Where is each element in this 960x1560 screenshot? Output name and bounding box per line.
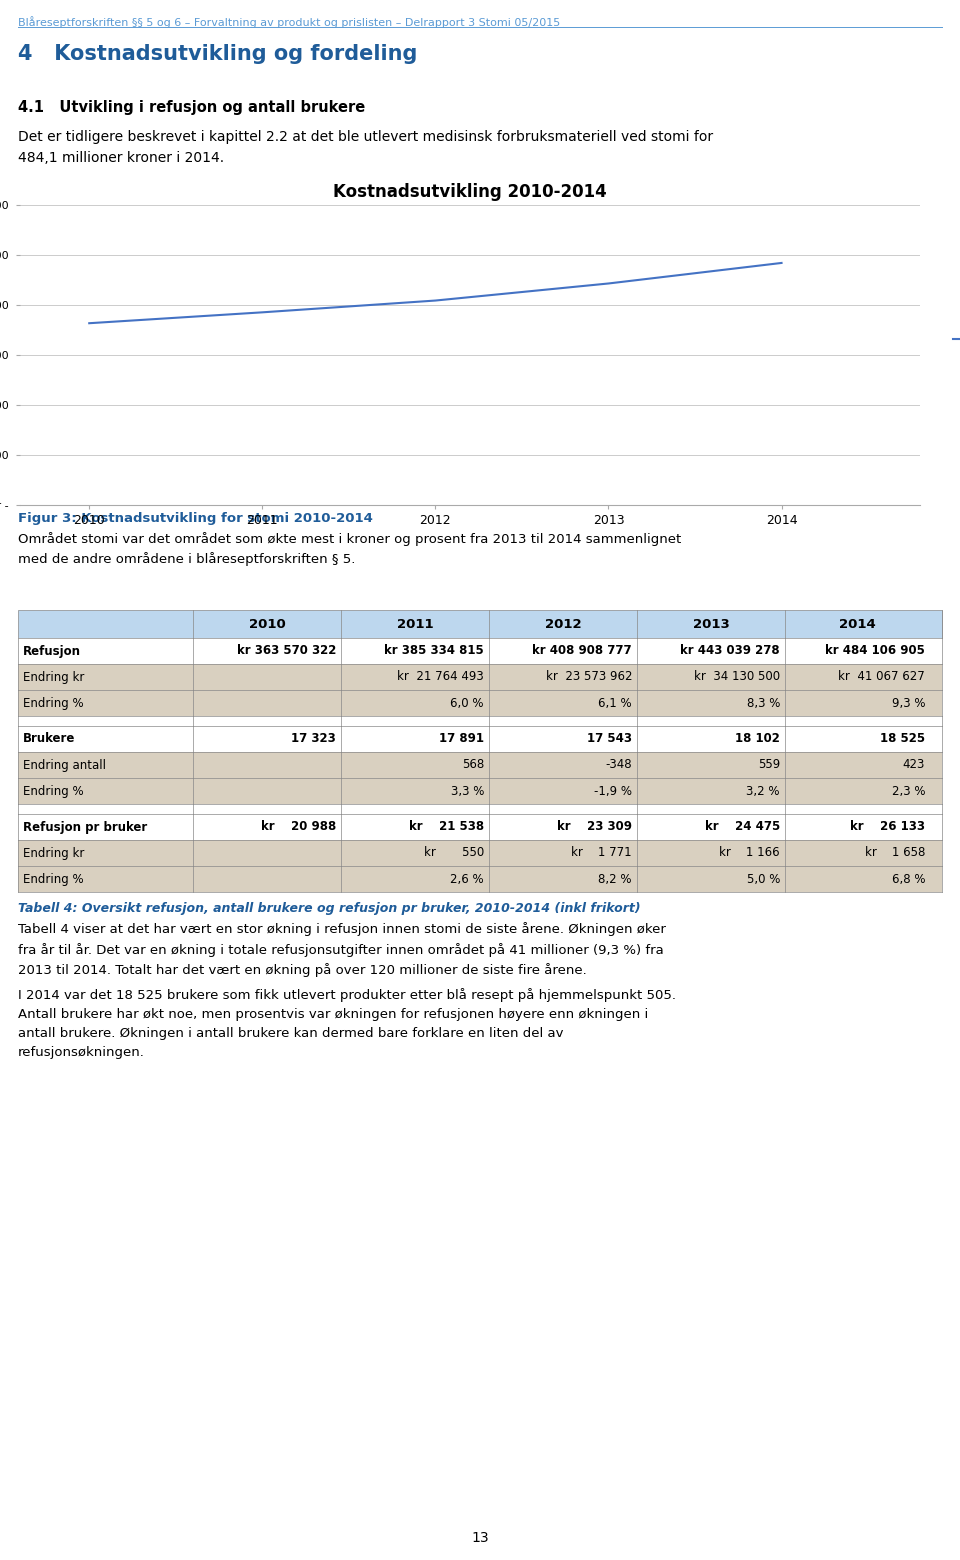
Text: 6,0 %: 6,0 % xyxy=(450,696,484,710)
Bar xyxy=(18,638,942,665)
Text: kr       550: kr 550 xyxy=(423,847,484,860)
Text: 568: 568 xyxy=(462,758,484,772)
Text: I 2014 var det 18 525 brukere som fikk utlevert produkter etter blå resept på hj: I 2014 var det 18 525 brukere som fikk u… xyxy=(18,987,676,1059)
Text: kr 408 908 777: kr 408 908 777 xyxy=(533,644,632,657)
Text: Refusjon: Refusjon xyxy=(23,644,81,657)
Text: 6,1 %: 6,1 % xyxy=(598,696,632,710)
Text: 2,3 %: 2,3 % xyxy=(892,785,925,797)
Text: 2,6 %: 2,6 % xyxy=(450,872,484,886)
Text: 423: 423 xyxy=(902,758,925,772)
Text: 559: 559 xyxy=(757,758,780,772)
Text: kr  34 130 500: kr 34 130 500 xyxy=(694,671,780,683)
Text: kr  41 067 627: kr 41 067 627 xyxy=(838,671,925,683)
Stomi xyxy=(430,292,442,310)
Text: kr    1 166: kr 1 166 xyxy=(719,847,780,860)
Text: Endring %: Endring % xyxy=(23,696,84,710)
Bar xyxy=(18,716,942,725)
Text: Endring kr: Endring kr xyxy=(23,847,84,860)
Text: 6,8 %: 6,8 % xyxy=(892,872,925,886)
Text: kr  21 764 493: kr 21 764 493 xyxy=(397,671,484,683)
Text: kr    24 475: kr 24 475 xyxy=(705,821,780,833)
Bar xyxy=(18,814,942,839)
Text: kr    1 658: kr 1 658 xyxy=(865,847,925,860)
Text: kr  23 573 962: kr 23 573 962 xyxy=(545,671,632,683)
Text: 2014: 2014 xyxy=(839,618,876,630)
Text: Området stomi var det området som økte mest i kroner og prosent fra 2013 til 201: Området stomi var det området som økte m… xyxy=(18,532,682,566)
Bar xyxy=(18,778,942,803)
Stomi xyxy=(776,254,787,273)
Text: Tabell 4 viser at det har vært en stor økning i refusjon innen stomi de siste år: Tabell 4 viser at det har vært en stor ø… xyxy=(18,922,666,977)
Bar xyxy=(18,866,942,892)
Text: Figur 3: Kostnadsutvikling for stomi 2010-2014: Figur 3: Kostnadsutvikling for stomi 201… xyxy=(18,512,372,526)
Text: Blåreseptforskriften §§ 5 og 6 – Forvaltning av produkt og prislisten – Delrappo: Blåreseptforskriften §§ 5 og 6 – Forvalt… xyxy=(18,16,561,28)
Text: Endring kr: Endring kr xyxy=(23,671,84,683)
Text: 4.1   Utvikling i refusjon og antall brukere: 4.1 Utvikling i refusjon og antall bruke… xyxy=(18,100,365,115)
Text: Brukere: Brukere xyxy=(23,733,76,746)
Text: Endring antall: Endring antall xyxy=(23,758,106,772)
Text: 5,0 %: 5,0 % xyxy=(747,872,780,886)
Bar xyxy=(18,690,942,716)
Text: 18 525: 18 525 xyxy=(880,733,925,746)
Text: 3,2 %: 3,2 % xyxy=(747,785,780,797)
Text: kr 363 570 322: kr 363 570 322 xyxy=(236,644,336,657)
Text: kr    26 133: kr 26 133 xyxy=(850,821,925,833)
Text: 17 323: 17 323 xyxy=(291,733,336,746)
Stomi xyxy=(84,314,95,332)
Text: 3,3 %: 3,3 % xyxy=(450,785,484,797)
Text: 13: 13 xyxy=(471,1530,489,1544)
Title: Kostnadsutvikling 2010-2014: Kostnadsutvikling 2010-2014 xyxy=(333,183,607,201)
Text: -348: -348 xyxy=(606,758,632,772)
Text: 4   Kostnadsutvikling og fordeling: 4 Kostnadsutvikling og fordeling xyxy=(18,44,418,64)
Text: Tabell 4: Oversikt refusjon, antall brukere og refusjon pr bruker, 2010-2014 (in: Tabell 4: Oversikt refusjon, antall bruk… xyxy=(18,902,640,916)
Stomi xyxy=(603,275,614,293)
Text: Endring %: Endring % xyxy=(23,785,84,797)
Bar xyxy=(18,725,942,752)
Legend: Stomi: Stomi xyxy=(948,329,960,351)
Text: 2013: 2013 xyxy=(692,618,730,630)
Text: 2010: 2010 xyxy=(249,618,285,630)
Text: -1,9 %: -1,9 % xyxy=(594,785,632,797)
Text: 8,2 %: 8,2 % xyxy=(598,872,632,886)
Text: 9,3 %: 9,3 % xyxy=(892,696,925,710)
Text: Refusjon pr bruker: Refusjon pr bruker xyxy=(23,821,147,833)
Bar xyxy=(18,610,942,638)
Stomi xyxy=(256,303,268,321)
Text: kr 443 039 278: kr 443 039 278 xyxy=(681,644,780,657)
Text: 8,3 %: 8,3 % xyxy=(747,696,780,710)
Bar xyxy=(18,752,942,778)
Text: kr 484 106 905: kr 484 106 905 xyxy=(826,644,925,657)
Text: Endring %: Endring % xyxy=(23,872,84,886)
Bar xyxy=(18,803,942,814)
Text: kr    20 988: kr 20 988 xyxy=(261,821,336,833)
Bar xyxy=(18,839,942,866)
Text: 17 891: 17 891 xyxy=(439,733,484,746)
Text: 2011: 2011 xyxy=(396,618,433,630)
Text: kr    1 771: kr 1 771 xyxy=(571,847,632,860)
Text: 18 102: 18 102 xyxy=(735,733,780,746)
Bar xyxy=(18,665,942,690)
Text: 17 543: 17 543 xyxy=(587,733,632,746)
Text: kr    23 309: kr 23 309 xyxy=(557,821,632,833)
Text: 2012: 2012 xyxy=(544,618,582,630)
Text: kr    21 538: kr 21 538 xyxy=(409,821,484,833)
Line: Stomi: Stomi xyxy=(89,264,781,323)
Text: kr 385 334 815: kr 385 334 815 xyxy=(384,644,484,657)
Text: Det er tidligere beskrevet i kapittel 2.2 at det ble utlevert medisinsk forbruks: Det er tidligere beskrevet i kapittel 2.… xyxy=(18,129,713,165)
